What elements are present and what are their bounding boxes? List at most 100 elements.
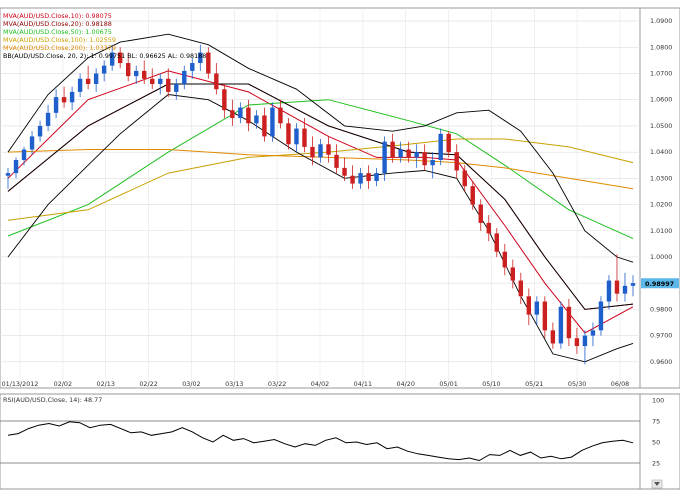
candle-body [486,222,491,234]
candle-body [302,128,307,147]
candle-body [85,78,91,84]
legend: MVA(AUD/USD.Close,10): 0.98075MVA(AUD/US… [3,12,206,60]
candle-body [310,146,315,158]
bb_up-line [7,33,634,263]
date-tick-label: 06/08 [611,380,629,388]
candle-body [526,296,532,315]
candle-body [342,167,347,176]
price-axis-panel [639,7,680,389]
price-tick-label: 1.0400 [650,148,672,156]
last-price-box [641,278,679,289]
legend-entry: BB(AUD/USD.Close, 20, 2): 1: 0.99751 BL:… [3,52,206,60]
candle-body [382,141,387,174]
candle-body [214,73,219,90]
candle-body [582,335,588,347]
date-tick-label: 02/13 [97,380,115,388]
candle-body [45,112,51,126]
candle-body [238,107,243,119]
date-tick-label: 05/30 [568,380,586,388]
price-tick-label: 1.0100 [650,227,672,235]
candle-body [101,65,107,74]
candle-body [374,173,379,181]
rsi-line [7,421,634,462]
candlesticks [5,44,636,365]
candle-body [278,107,283,124]
candle-body [622,285,628,294]
date-tick-label: 04/02 [311,380,329,388]
candle-body [174,84,179,92]
price-tick-label: 1.0700 [650,70,672,78]
candle-body [222,89,227,111]
candle-body [262,115,267,137]
price-tick-label: 0.9700 [650,332,672,340]
rsi-tick-label: 50 [652,439,660,447]
candle-body [366,173,371,181]
candle-body [358,173,363,184]
candle-body [326,144,331,155]
candle-body [590,330,596,336]
date-tick-label: 02/02 [54,380,72,388]
price-tick-label: 1.0000 [650,253,672,261]
candle-body [462,170,467,187]
candle-body [470,186,475,205]
legend-entry: MVA(AUD/USD.Close,20): 0.98188 [3,20,112,28]
date-tick-label: 03/02 [182,380,200,388]
date-tick-label: 03/22 [268,380,286,388]
candle-body [230,110,235,119]
rsi-label: RSI(AUD/USD.Close, 14): 48.77 [3,396,102,404]
legend-entry: MVA(AUD/USD.Close,100): 1.02559 [3,36,116,44]
candle-body [334,154,339,168]
candle-body [182,70,187,84]
candle-body [518,280,524,297]
candle-body [109,52,115,66]
candle-body [598,301,604,331]
date-tick-label: 03/13 [225,380,243,388]
candle-body [190,63,195,71]
collapse-button[interactable] [651,479,663,489]
date-axis-ticks: 01/13/2012 02/02 02/13 02/22 03/02 03/13 03/22… [2,380,630,388]
candle-body [390,141,395,158]
candle-body [438,133,443,160]
ma200-line [7,149,634,190]
candle-body [414,152,419,158]
candle-body [422,152,427,166]
candle-body [117,52,123,64]
candle-body [198,52,203,64]
candle-body [166,78,171,92]
candle-body [478,204,483,223]
candle-body [93,73,99,84]
candle-body [446,133,451,153]
price-tick-label: 1.0600 [650,96,672,104]
candle-body [430,160,435,166]
candle-body [566,306,572,339]
candle-body [13,160,19,174]
price-tick-label: 0.9800 [650,305,672,313]
candle-body [606,280,612,302]
candle-body [494,233,499,252]
candle-body [614,280,620,294]
date-tick-label: 01/13/2012 [2,380,39,388]
rsi-axis-panel [639,393,680,490]
date-tick-label: 04/11 [354,380,372,388]
candle-body [550,330,556,344]
price-tick-label: 1.0500 [650,122,672,130]
price-tick-label: 1.0300 [650,174,672,182]
candle-body [542,301,548,331]
candle-body [510,267,516,281]
date-tick-label: 05/10 [482,380,500,388]
candle-body [318,144,323,158]
candle-body [286,123,291,145]
candle-body [125,63,131,77]
candle-body [574,338,580,347]
ma100-line [7,138,634,221]
chevron-down-icon [654,482,660,486]
candle-body [142,70,147,79]
candle-body [21,149,27,160]
date-tick-label: 05/01 [439,380,457,388]
candle-body [61,97,67,103]
candle-body [37,125,43,137]
candle-body [246,107,251,124]
candle-body [150,78,155,84]
date-tick-label: 02/22 [139,380,157,388]
